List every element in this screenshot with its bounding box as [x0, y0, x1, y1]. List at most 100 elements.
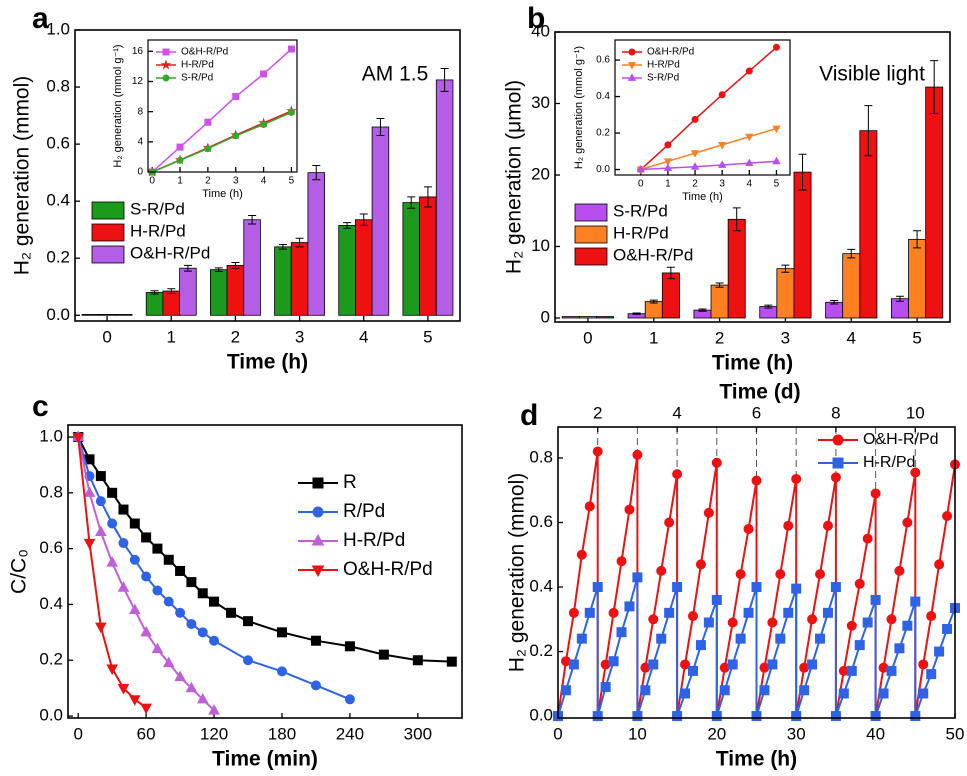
data-point: [287, 108, 295, 116]
data-point: [378, 649, 389, 660]
data-point: [616, 627, 627, 638]
legend-label: H-R/Pd: [863, 454, 915, 471]
error-bar: [440, 68, 449, 92]
error-bar: [376, 117, 385, 137]
data-point: [232, 93, 240, 101]
x-tick-label: 1: [665, 179, 671, 190]
legend-swatch: [574, 225, 608, 244]
x-tick-label: 10: [628, 724, 647, 743]
data-point: [934, 559, 945, 570]
plot-frame: [554, 31, 951, 323]
data-point: [568, 607, 579, 618]
error-bar: [698, 308, 707, 312]
bar: [793, 171, 812, 319]
legend-swatch: [91, 223, 125, 242]
y-tick-label: 8: [137, 106, 143, 117]
bar: [727, 218, 746, 319]
bar: [710, 284, 729, 319]
y-axis-title: H₂ generation (μmol): [503, 80, 526, 274]
data-point: [117, 581, 130, 592]
y-tick-label: 40: [531, 21, 550, 40]
data-point: [791, 711, 802, 722]
bar: [925, 86, 944, 319]
series-line: [151, 48, 292, 173]
y-tick-label: 4: [137, 136, 143, 147]
series-line: [640, 46, 777, 171]
data-point: [106, 556, 118, 567]
data-point: [129, 603, 141, 615]
data-point: [600, 682, 611, 693]
data-point: [767, 659, 778, 670]
data-point: [894, 565, 905, 576]
data-point: [695, 640, 706, 651]
data-point: [703, 617, 714, 628]
legend-swatch: [574, 203, 608, 222]
data-point: [176, 143, 184, 151]
data-point: [870, 488, 881, 499]
plot-frame: [557, 426, 956, 719]
data-point: [934, 646, 945, 657]
y-axis-title: H₂ generation (mmol): [11, 76, 34, 276]
legend-swatch: [91, 245, 125, 264]
data-point: [640, 685, 651, 696]
data-point: [196, 692, 209, 704]
data-point: [751, 711, 762, 722]
y-tick-label: 0.0: [39, 706, 63, 725]
x-tick-label: 120: [200, 724, 228, 743]
data-point: [624, 504, 635, 515]
error-bar: [764, 304, 773, 309]
legend-marker: [162, 48, 170, 56]
bar: [115, 314, 133, 316]
legend-label: O&H-R/Pd: [343, 559, 433, 580]
x-tick-label: 5: [423, 327, 432, 346]
x-tick-label: 4: [359, 327, 368, 346]
error-bar: [183, 264, 192, 272]
data-point: [608, 607, 619, 618]
legend-marker: [162, 74, 170, 82]
data-point: [711, 457, 722, 468]
data-point: [719, 685, 730, 696]
data-point: [745, 133, 754, 142]
bar: [661, 272, 680, 319]
legend-label: H-R/Pd: [343, 530, 405, 551]
inset-background: [615, 40, 790, 175]
y-tick-label: 0.2: [596, 128, 610, 139]
y-axis-title: C/C₀: [8, 549, 31, 594]
legend-label: S-R/Pd: [647, 73, 679, 84]
y-tick-label: 0.6: [596, 55, 610, 66]
data-point: [672, 469, 683, 480]
data-point: [691, 115, 699, 123]
data-point: [106, 664, 118, 676]
error-bar: [781, 264, 790, 273]
data-point: [107, 487, 118, 498]
legend-swatch: [91, 201, 125, 220]
legend-label: O&H-R/Pd: [130, 243, 210, 262]
data-point: [846, 620, 857, 631]
data-point: [592, 582, 603, 593]
data-point: [208, 704, 220, 715]
error-bar: [847, 248, 856, 259]
data-point: [718, 141, 727, 150]
data-point: [942, 623, 953, 634]
y-tick-label: 0.0: [596, 164, 610, 175]
data-point: [310, 680, 321, 691]
x-tick-label: 0: [638, 179, 644, 190]
y-tick-label: 0.4: [39, 594, 63, 613]
data-point: [830, 582, 841, 593]
error-bar: [423, 186, 432, 208]
data-point: [783, 607, 794, 618]
bar: [81, 314, 100, 316]
bar: [355, 219, 373, 316]
x-tick-label: 3: [295, 327, 304, 346]
data-point: [703, 507, 714, 518]
data-point: [711, 711, 722, 722]
x-tick-label: 0: [102, 327, 111, 346]
data-point: [878, 688, 889, 699]
bar: [371, 126, 390, 316]
data-point: [727, 659, 738, 670]
y-tick-label: 30: [531, 93, 550, 112]
legend-swatch: [574, 247, 608, 266]
data-point: [344, 694, 355, 705]
data-point: [624, 601, 635, 612]
bar: [338, 225, 356, 316]
